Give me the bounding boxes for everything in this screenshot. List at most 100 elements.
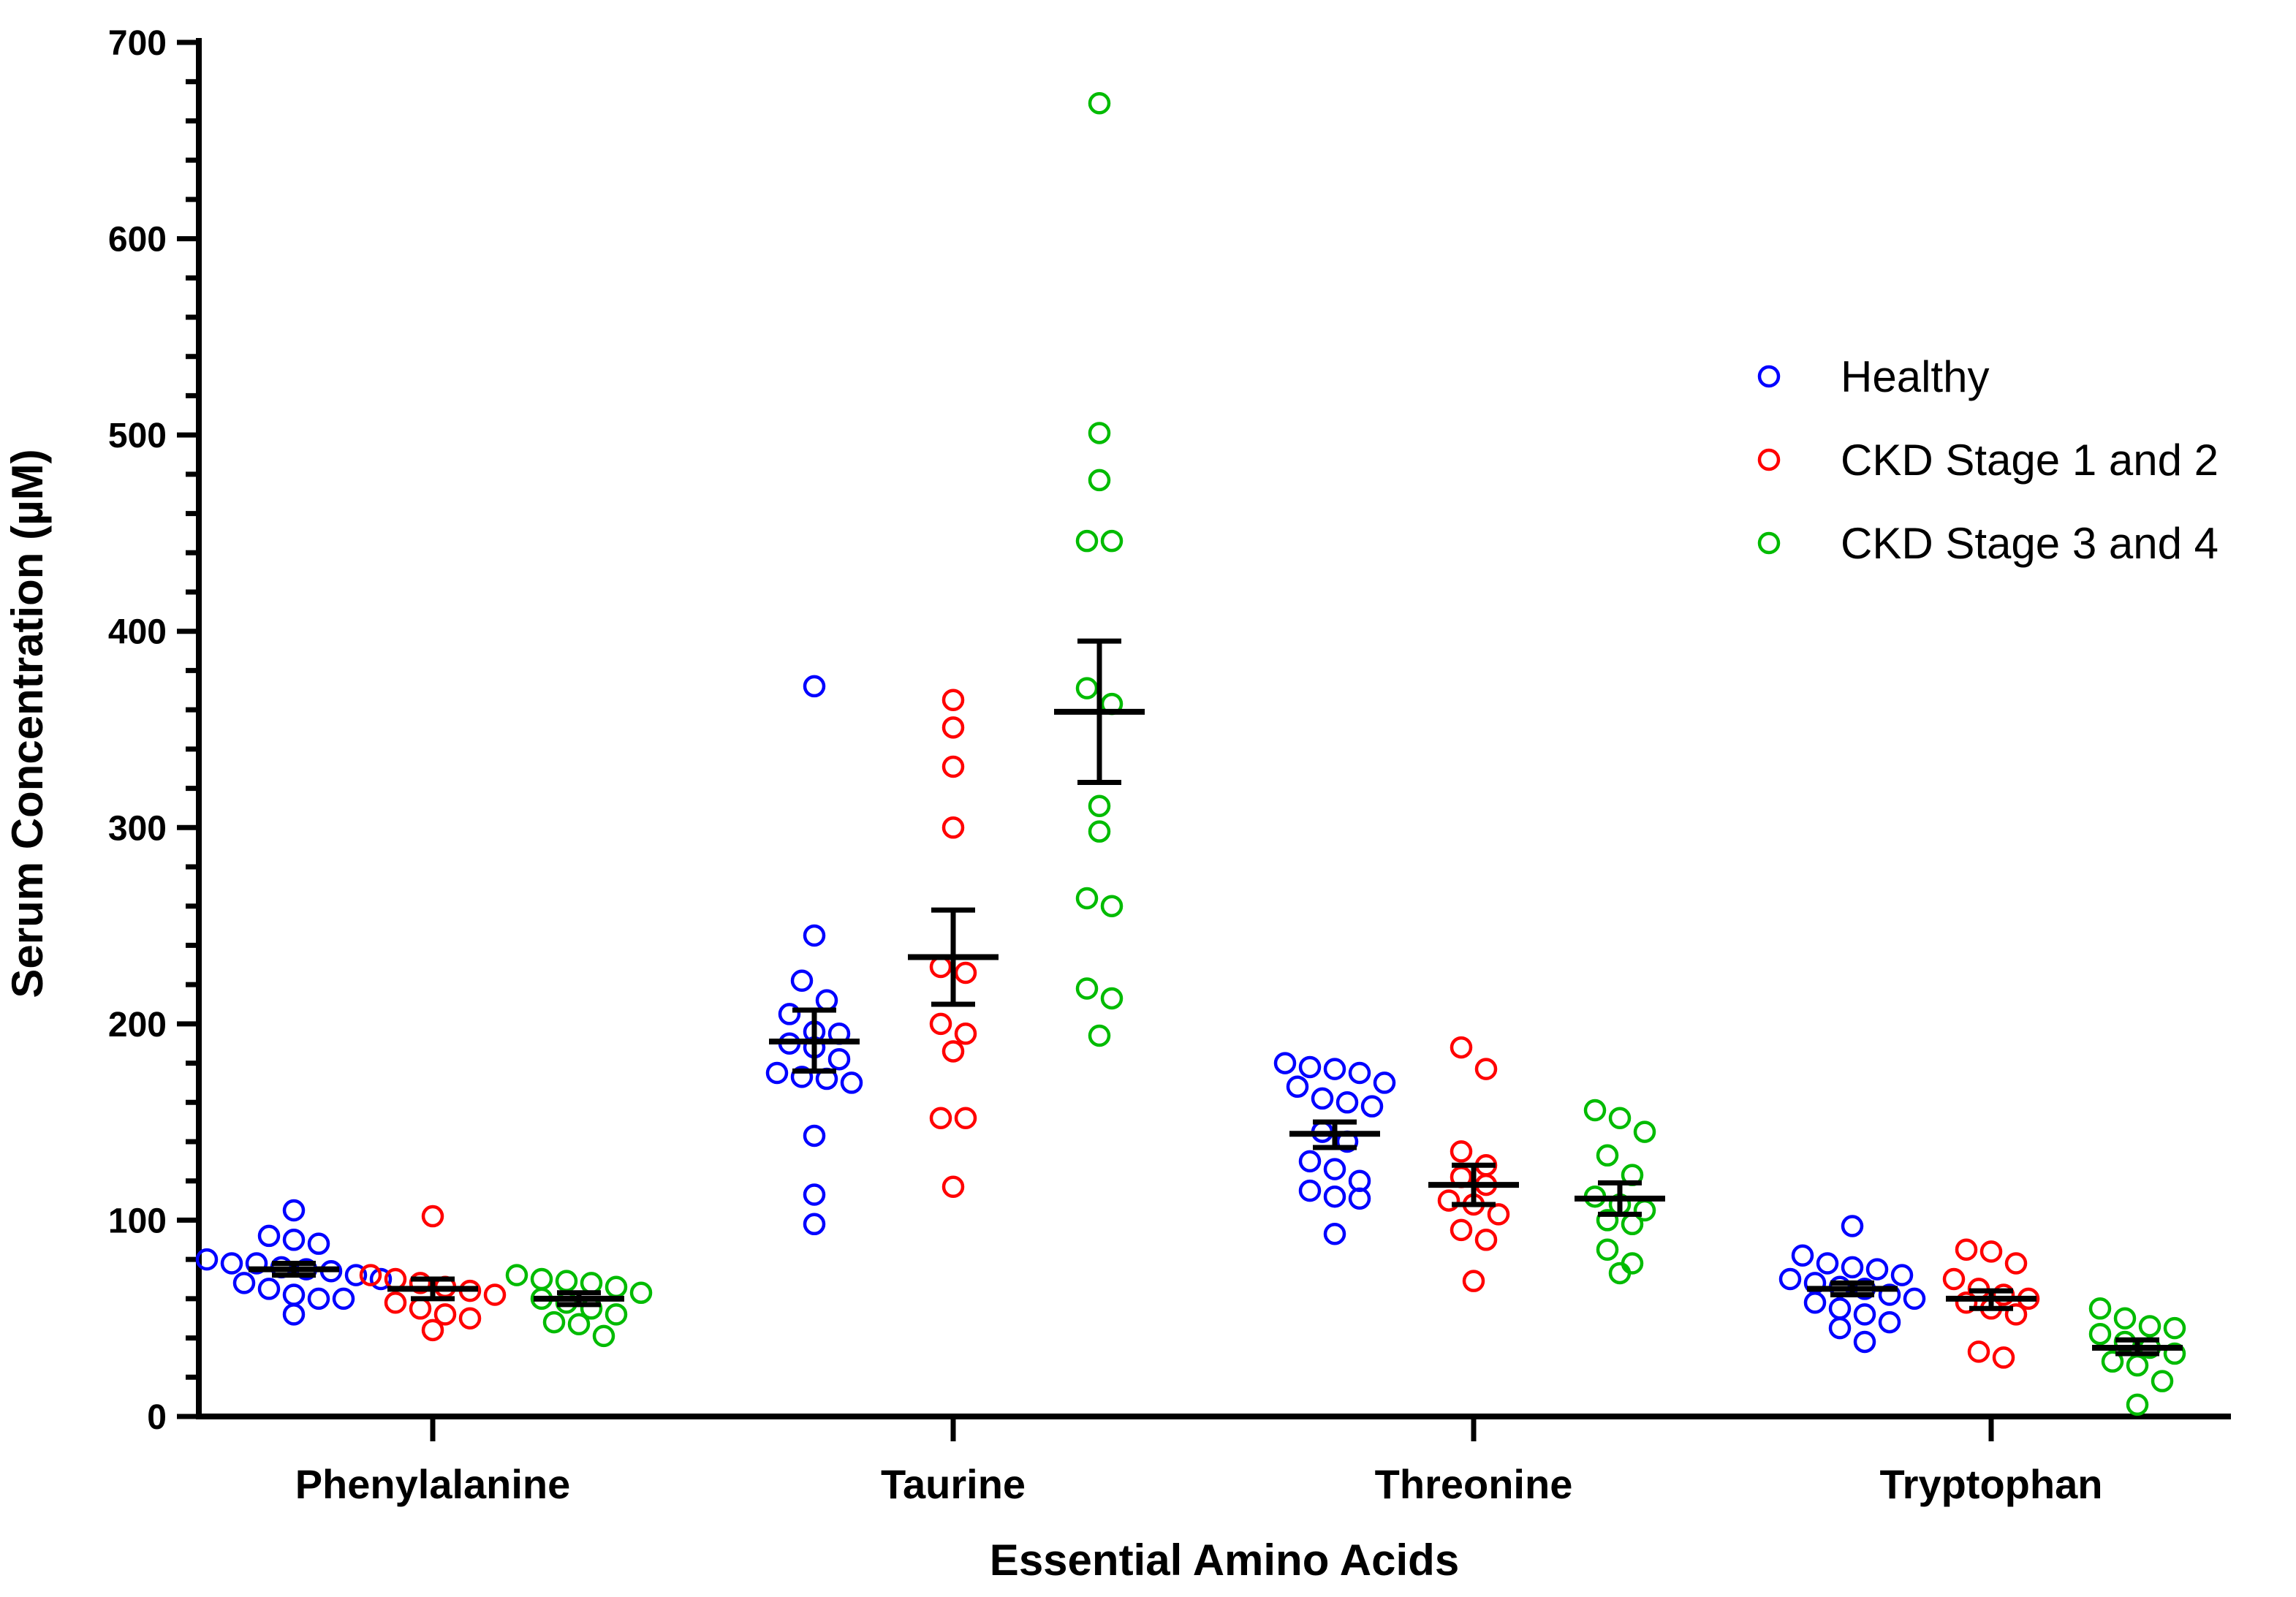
data-point [1075,677,1099,699]
data-point [1791,1244,1814,1267]
data-point [332,1287,355,1310]
data-point [605,1303,628,1326]
data-point [1323,1222,1346,1245]
data-point [409,1297,432,1320]
data-point [1841,1256,1864,1279]
data-point [1979,1240,2003,1263]
data-point [1437,1189,1460,1212]
data-point [282,1229,306,1251]
x-axis-title: Essential Amino Acids [990,1536,1459,1585]
error-bars [249,638,2183,1357]
x-tick-label: Threonine [1375,1461,1573,1507]
legend: Healthy CKD Stage 1 and 2 CKD Stage 3 and … [1757,352,2219,568]
data-point [1633,1120,1656,1143]
data-point [2163,1316,2186,1340]
data-point [827,1047,851,1071]
data-point [1335,1091,1359,1114]
data-point [1298,1150,1322,1173]
data-point [1955,1238,1978,1261]
y-tick-label: 0 [147,1398,167,1437]
data-point [1596,1238,1619,1261]
data-point [941,755,965,778]
data-point [1853,1303,1876,1326]
data-point [2151,1370,2174,1392]
data-point [790,969,814,993]
data-point [1596,1144,1619,1167]
data-point [2004,1252,2028,1275]
data-point [1100,529,1124,553]
data-point [384,1291,407,1314]
data-point [1373,1071,1396,1094]
data-point [1621,1213,1644,1236]
data-point [1583,1099,1607,1122]
data-point [1816,1252,1839,1275]
data-point [1890,1264,1914,1286]
data-point [1286,1075,1309,1099]
data-point [929,955,952,979]
data-point [282,1199,306,1222]
data-point [1608,1107,1632,1130]
data-point [421,1205,444,1228]
data-point [1298,1055,1322,1079]
data-point [1865,1258,1889,1281]
data-point [257,1224,281,1248]
y-tick-label: 200 [108,1006,167,1044]
data-point [1088,820,1111,843]
data-point [2126,1354,2149,1377]
data-point [954,1023,977,1045]
data-point [1955,1291,1978,1314]
data-point [2163,1342,2186,1365]
y-tick-label: 500 [108,417,167,455]
data-point [1088,469,1111,492]
data-point [929,1012,952,1036]
data-point [1348,1187,1371,1210]
data-point [1967,1340,1990,1363]
x-tick-label: Taurine [881,1461,1026,1507]
data-point [1992,1283,2015,1306]
data-point [307,1287,330,1310]
data-point [580,1272,603,1294]
data-point [815,989,838,1012]
data-point [1088,794,1111,817]
data-point [1100,895,1124,917]
data-point [1474,1229,1498,1251]
y-tick-label: 600 [108,221,167,259]
data-point [941,1040,965,1063]
data-point [1803,1291,1827,1314]
x-tick-label: Tryptophan [1880,1461,2103,1507]
data-point [1828,1297,1852,1320]
data-point [1323,1058,1346,1080]
data-point [1323,1158,1346,1180]
data-point [1828,1316,1852,1340]
data-point [359,1264,382,1286]
data-point [1942,1267,1966,1291]
data-point [803,1124,826,1148]
data-point [567,1313,591,1336]
data-point [1903,1287,1926,1310]
data-point [629,1281,653,1305]
data-point [765,1061,789,1085]
data-point [483,1283,507,1306]
data-point [344,1264,368,1286]
data-point [195,1248,219,1271]
data-point [778,1003,801,1025]
data-point [1450,1218,1473,1242]
data-point [1621,1252,1644,1275]
data-point [1878,1310,1901,1334]
data-point [941,816,965,839]
data-point [1841,1215,1864,1237]
data-point [369,1267,393,1291]
y-tick-label: 400 [108,613,167,652]
data-point [790,1066,814,1088]
data-point [605,1275,628,1298]
data-point [1878,1283,1901,1306]
data-point [409,1272,432,1294]
data-point [592,1324,615,1348]
legend-label: CKD Stage 1 and 2 [1841,436,2219,485]
legend-label: CKD Stage 3 and 4 [1841,519,2219,568]
x-tick-label: Phenylalanine [295,1461,571,1507]
data-markers [195,92,2186,1416]
data-point [2088,1297,2112,1320]
data-point [2126,1393,2149,1416]
data-point [282,1283,306,1306]
